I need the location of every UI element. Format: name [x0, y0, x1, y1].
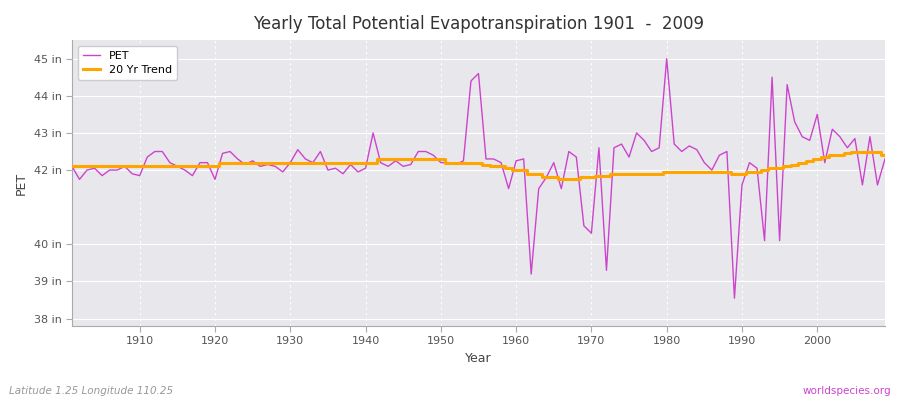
20 Yr Trend — [879, 153, 890, 158]
PET — [67, 164, 77, 169]
PET — [292, 147, 303, 152]
20 Yr Trend — [850, 149, 860, 154]
20 Yr Trend — [608, 171, 619, 176]
20 Yr Trend — [292, 160, 303, 165]
PET — [879, 156, 890, 161]
20 Yr Trend — [338, 160, 348, 165]
Legend: PET, 20 Yr Trend: PET, 20 Yr Trend — [77, 46, 177, 80]
PET — [338, 171, 348, 176]
PET — [662, 56, 672, 61]
Line: 20 Yr Trend: 20 Yr Trend — [72, 152, 885, 179]
Text: Latitude 1.25 Longitude 110.25: Latitude 1.25 Longitude 110.25 — [9, 386, 173, 396]
PET — [729, 296, 740, 300]
PET — [127, 171, 138, 176]
PET — [503, 186, 514, 191]
20 Yr Trend — [556, 177, 567, 182]
X-axis label: Year: Year — [465, 352, 491, 365]
Y-axis label: PET: PET — [15, 172, 28, 195]
20 Yr Trend — [510, 168, 521, 172]
20 Yr Trend — [127, 164, 138, 169]
Title: Yearly Total Potential Evapotranspiration 1901  -  2009: Yearly Total Potential Evapotranspiratio… — [253, 15, 704, 33]
20 Yr Trend — [503, 166, 514, 171]
Text: worldspecies.org: worldspecies.org — [803, 386, 891, 396]
PET — [601, 268, 612, 273]
PET — [510, 158, 521, 163]
20 Yr Trend — [67, 164, 77, 169]
Line: PET: PET — [72, 59, 885, 298]
